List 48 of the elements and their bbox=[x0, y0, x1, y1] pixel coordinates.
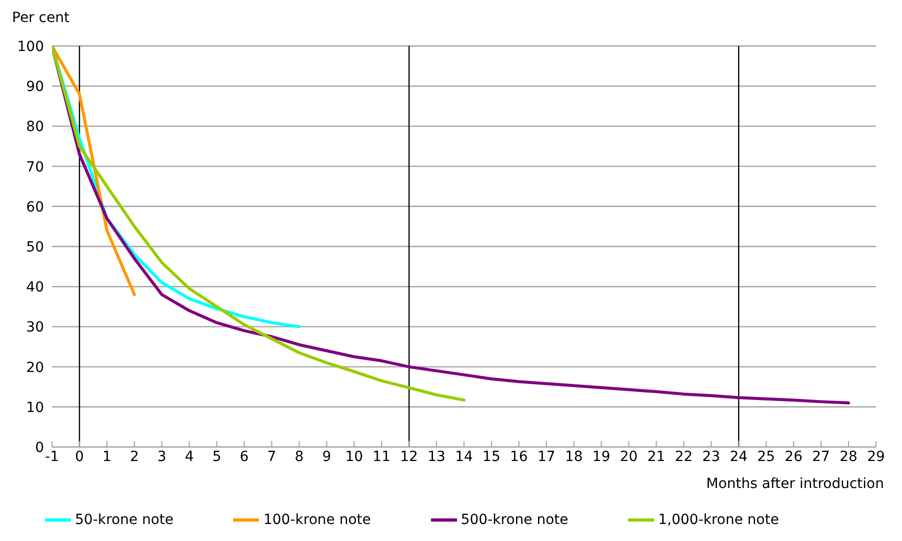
x-tick-label: 5 bbox=[212, 448, 222, 465]
y-tick-label: 50 bbox=[26, 239, 44, 256]
line-series bbox=[52, 46, 466, 402]
x-tick-label: 25 bbox=[757, 448, 776, 465]
x-tick-label: 22 bbox=[674, 448, 693, 465]
y-tick-label: 90 bbox=[26, 79, 44, 96]
x-tick-label: 23 bbox=[702, 448, 720, 465]
x-tick-label: 24 bbox=[730, 448, 748, 465]
x-tick-label: 26 bbox=[784, 448, 803, 465]
x-tick-label: 6 bbox=[240, 448, 249, 465]
y-tick-label: 10 bbox=[26, 400, 44, 416]
x-tick-label: 19 bbox=[592, 448, 610, 465]
x-tick-label: 11 bbox=[372, 448, 391, 465]
x-tick-label: 15 bbox=[482, 448, 500, 465]
x-tick-label: 21 bbox=[647, 448, 666, 465]
x-tick-label: 8 bbox=[294, 448, 304, 465]
x-tick-label: 7 bbox=[267, 448, 276, 465]
x-axis-title: Months after introduction bbox=[706, 476, 884, 492]
legend-label: 1,000-krone note bbox=[658, 512, 779, 528]
y-tick-label: 70 bbox=[26, 159, 44, 176]
y-tick-label: 100 bbox=[17, 38, 44, 55]
x-tick-label: 16 bbox=[510, 448, 528, 465]
y-tick-label: 20 bbox=[26, 360, 44, 376]
x-tick-label: 0 bbox=[75, 448, 84, 465]
legend-label: 500-krone note bbox=[460, 512, 568, 528]
x-tick-label: 29 bbox=[867, 448, 885, 465]
y-tick-label: 60 bbox=[26, 199, 44, 216]
legend-label: 100-krone note bbox=[263, 512, 371, 528]
x-tick-label: 1 bbox=[102, 448, 112, 465]
x-tick-label: 4 bbox=[184, 448, 194, 465]
x-tick-label: 2 bbox=[130, 448, 139, 465]
y-tick-label: 30 bbox=[26, 320, 44, 336]
x-tick-label: 9 bbox=[322, 448, 332, 465]
x-tick-label: 12 bbox=[400, 448, 418, 465]
x-tick-label: 20 bbox=[620, 448, 638, 465]
x-tick-label: 3 bbox=[157, 448, 166, 465]
x-tick-label: -1 bbox=[45, 448, 59, 465]
x-tick-label: 10 bbox=[345, 448, 364, 465]
x-tick-label: 28 bbox=[840, 448, 858, 465]
y-tick-label: 40 bbox=[26, 280, 44, 296]
y-tick-label: 80 bbox=[26, 119, 44, 136]
x-tick-label: 14 bbox=[455, 448, 473, 465]
legend-label: 50-krone note bbox=[75, 512, 174, 528]
y-axis-title: Per cent bbox=[12, 10, 70, 26]
x-tick-label: 18 bbox=[564, 448, 583, 465]
x-tick-label: 27 bbox=[812, 448, 830, 465]
x-tick-label: 17 bbox=[537, 448, 556, 465]
x-tick-label: 13 bbox=[428, 448, 446, 465]
